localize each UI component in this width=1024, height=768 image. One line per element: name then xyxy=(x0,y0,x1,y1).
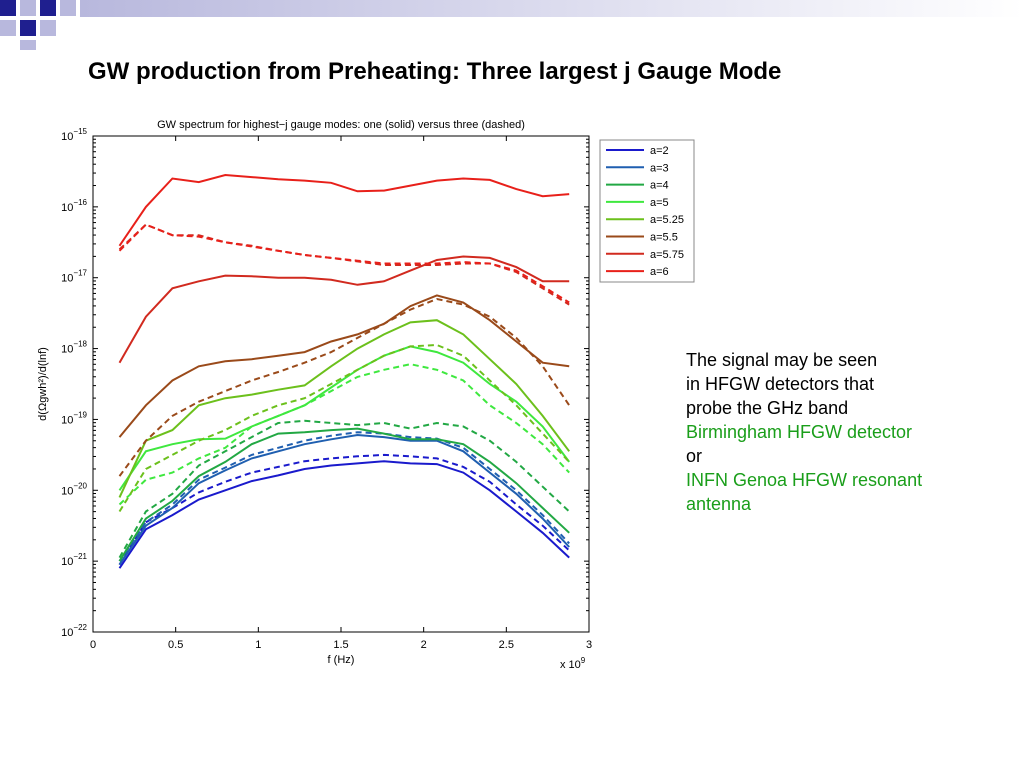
series-line-dashed-a-5-25 xyxy=(118,343,570,513)
deco-square xyxy=(60,0,76,16)
x-tick-label: 0.5 xyxy=(168,639,183,651)
y-tick-base: 10 xyxy=(61,202,73,214)
legend-label: a=5.25 xyxy=(650,214,684,226)
y-tick-exp: −22 xyxy=(73,623,87,632)
series-line-dashed-a-4 xyxy=(118,419,570,559)
y-tick-base: 10 xyxy=(61,556,73,568)
y-tick-exp: −19 xyxy=(73,410,87,419)
series-line-solid-a-5 xyxy=(118,345,571,491)
x-tick-label: 2 xyxy=(421,639,427,651)
legend-box xyxy=(599,139,695,283)
x-tick-label: 2.5 xyxy=(499,639,514,651)
y-tick-exp: −18 xyxy=(73,340,87,349)
y-tick-exp: −16 xyxy=(73,198,87,207)
series-lines xyxy=(118,173,571,569)
legend-label: a=5 xyxy=(650,197,669,209)
header-decoration xyxy=(0,0,1024,50)
y-axis-label: d(Ωgwh²)/d(lnf) xyxy=(37,347,49,421)
x-multiplier-exp: 9 xyxy=(581,656,586,665)
deco-square xyxy=(20,40,36,50)
infn-genoa-text-cont: antenna xyxy=(686,494,752,514)
side-note-line: or xyxy=(686,446,703,466)
y-tick-base: 10 xyxy=(61,485,73,497)
y-tick-base: 10 xyxy=(61,414,73,426)
axis-ticks: 0 0.5 1 1.5 2 2.5 310−1510−1610−1710−1810−1910… xyxy=(61,127,592,651)
legend-label: a=2 xyxy=(650,145,669,157)
deco-square xyxy=(40,0,56,16)
deco-square xyxy=(0,20,16,36)
header-gradient-bar xyxy=(80,0,1024,17)
x-tick-label: 3 xyxy=(586,639,592,651)
y-tick-label: 10−17 xyxy=(61,269,87,285)
y-tick-exp: −21 xyxy=(73,552,87,561)
x-tick-label: 1.5 xyxy=(333,639,348,651)
series-line-solid-a-4 xyxy=(118,427,570,562)
y-tick-label: 10−21 xyxy=(61,552,87,568)
series-line-solid-a-5-25 xyxy=(118,319,571,498)
series-line-solid-a-6 xyxy=(118,173,570,247)
y-tick-label: 10−18 xyxy=(61,340,87,356)
legend-label: a=6 xyxy=(650,266,669,278)
series-line-solid-a-5-75 xyxy=(118,255,570,364)
birmingham-detector-text: Birmingham HFGW detector xyxy=(686,422,913,442)
y-tick-label: 10−15 xyxy=(61,127,87,143)
y-tick-label: 10−16 xyxy=(61,198,87,214)
y-tick-label: 10−19 xyxy=(61,410,87,426)
y-tick-label: 10−22 xyxy=(61,623,87,639)
legend-label: a=5.5 xyxy=(650,232,678,244)
legend-label: a=5.75 xyxy=(650,249,684,261)
x-tick-label: 1 xyxy=(255,639,261,651)
y-tick-base: 10 xyxy=(61,344,73,356)
plot-area xyxy=(92,135,590,633)
deco-square xyxy=(20,0,36,16)
x-multiplier: x 109 xyxy=(560,656,586,671)
y-tick-exp: −17 xyxy=(73,269,87,278)
deco-square xyxy=(20,20,36,36)
chart-title: GW spectrum for highest−j gauge modes: o… xyxy=(157,119,525,131)
y-tick-exp: −15 xyxy=(73,127,87,136)
y-tick-label: 10−20 xyxy=(61,481,87,497)
slide-title: GW production from Preheating: Three lar… xyxy=(88,58,782,85)
series-line-solid-a-2 xyxy=(118,460,570,569)
series-line-dashed-a-5 xyxy=(118,363,570,506)
series-line-dashed-a-5-5 xyxy=(118,297,571,477)
legend-label: a=4 xyxy=(650,180,669,192)
x-tick-label: 0 xyxy=(90,639,96,651)
side-note-line: probe the GHz band xyxy=(686,398,849,418)
series-line-dashed-a-2 xyxy=(118,453,570,566)
deco-square xyxy=(40,20,56,36)
x-multiplier-label: x 10 xyxy=(560,659,581,671)
legend-label: a=3 xyxy=(650,162,669,174)
chart-legend: a=2 a=3 a=4 a=5 a=5.25 a=5.5 a=5.75 a=6 xyxy=(599,139,695,283)
infn-genoa-text: INFN Genoa HFGW resonant xyxy=(686,470,923,490)
deco-square xyxy=(0,0,16,16)
side-note-line: in HFGW detectors that xyxy=(686,374,875,394)
y-tick-exp: −20 xyxy=(73,481,87,490)
x-axis-label: f (Hz) xyxy=(328,654,355,666)
y-tick-base: 10 xyxy=(61,627,73,639)
side-note-line: The signal may be seen xyxy=(686,350,878,370)
series-line-solid-a-3 xyxy=(118,433,570,566)
y-tick-base: 10 xyxy=(61,273,73,285)
y-tick-base: 10 xyxy=(61,131,73,143)
series-line-solid-a-5-5 xyxy=(118,294,570,438)
side-note: The signal may be seen in HFGW detectors… xyxy=(686,348,1006,516)
